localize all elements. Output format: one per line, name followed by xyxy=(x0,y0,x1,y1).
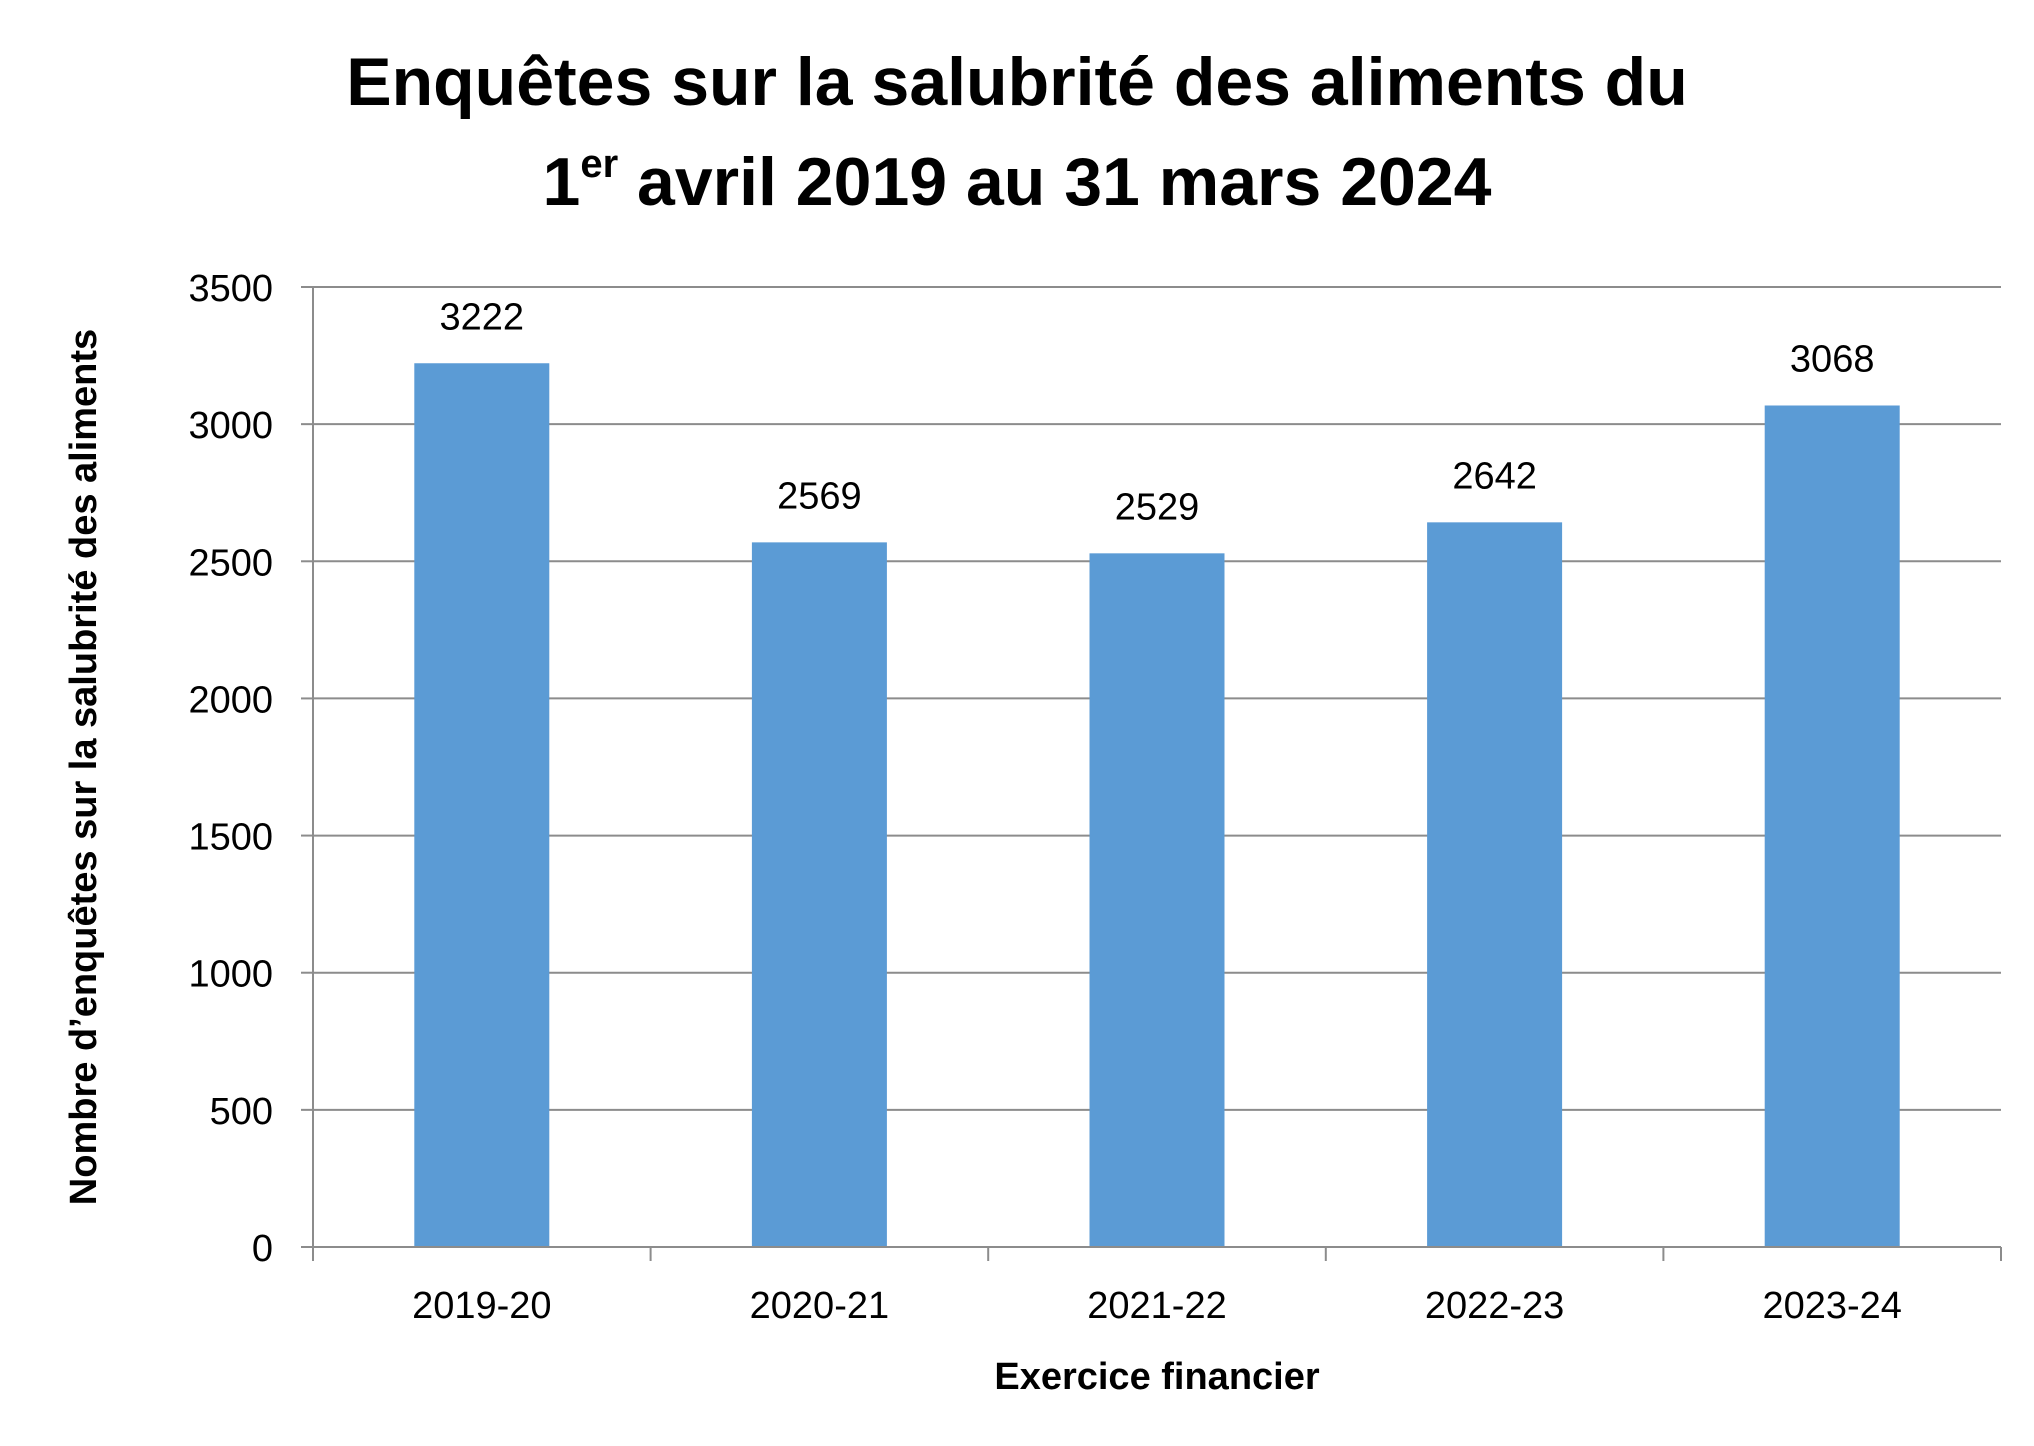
data-label: 2569 xyxy=(777,475,862,517)
data-label: 3068 xyxy=(1790,338,1875,380)
bar-2021-22 xyxy=(1089,553,1225,1247)
y-tick-label: 3000 xyxy=(188,405,273,447)
y-tick-label: 1000 xyxy=(188,954,273,996)
y-tick-label: 2500 xyxy=(188,542,273,584)
x-tick-label: 2019-20 xyxy=(412,1285,551,1327)
data-label: 3222 xyxy=(440,296,525,338)
chart-title-line-2: 1er avril 2019 au 31 mars 2024 xyxy=(0,144,2034,216)
chart-title-line-1: Enquêtes sur la salubrité des aliments d… xyxy=(346,44,1688,120)
x-tick-label: 2023-24 xyxy=(1762,1285,1901,1327)
y-tick-label: 1500 xyxy=(188,817,273,859)
title-ordinal-suffix: er xyxy=(580,142,619,186)
bar-2022-23 xyxy=(1427,522,1563,1247)
bar-2020-21 xyxy=(751,542,887,1247)
title-ordinal-number: 1 xyxy=(542,144,581,220)
x-tick-label: 2020-21 xyxy=(750,1285,889,1327)
y-axis-title: Nombre d’enquêtes sur la salubrité des a… xyxy=(63,329,105,1205)
y-tick-label: 0 xyxy=(252,1228,273,1270)
data-labels: 3222 2569 2529 2642 3068 xyxy=(440,296,1875,528)
bar-2019-20 xyxy=(414,363,550,1247)
data-label: 2529 xyxy=(1115,486,1200,528)
bar-2023-24 xyxy=(1764,405,1900,1247)
x-tick-label: 2021-22 xyxy=(1087,1285,1226,1327)
y-tick-label: 500 xyxy=(210,1091,273,1133)
y-tick-label: 3500 xyxy=(188,268,273,310)
bars xyxy=(414,363,1900,1247)
title-date-range: avril 2019 au 31 mars 2024 xyxy=(618,144,1492,220)
data-label: 2642 xyxy=(1452,455,1537,497)
y-tick-label: 2000 xyxy=(188,679,273,721)
x-axis-title: Exercice financier xyxy=(994,1356,1320,1398)
x-tick-label: 2022-23 xyxy=(1425,1285,1564,1327)
axes: 0 500 1000 1500 2000 2500 3000 3500 2019-20 2020-… xyxy=(188,268,2002,1327)
